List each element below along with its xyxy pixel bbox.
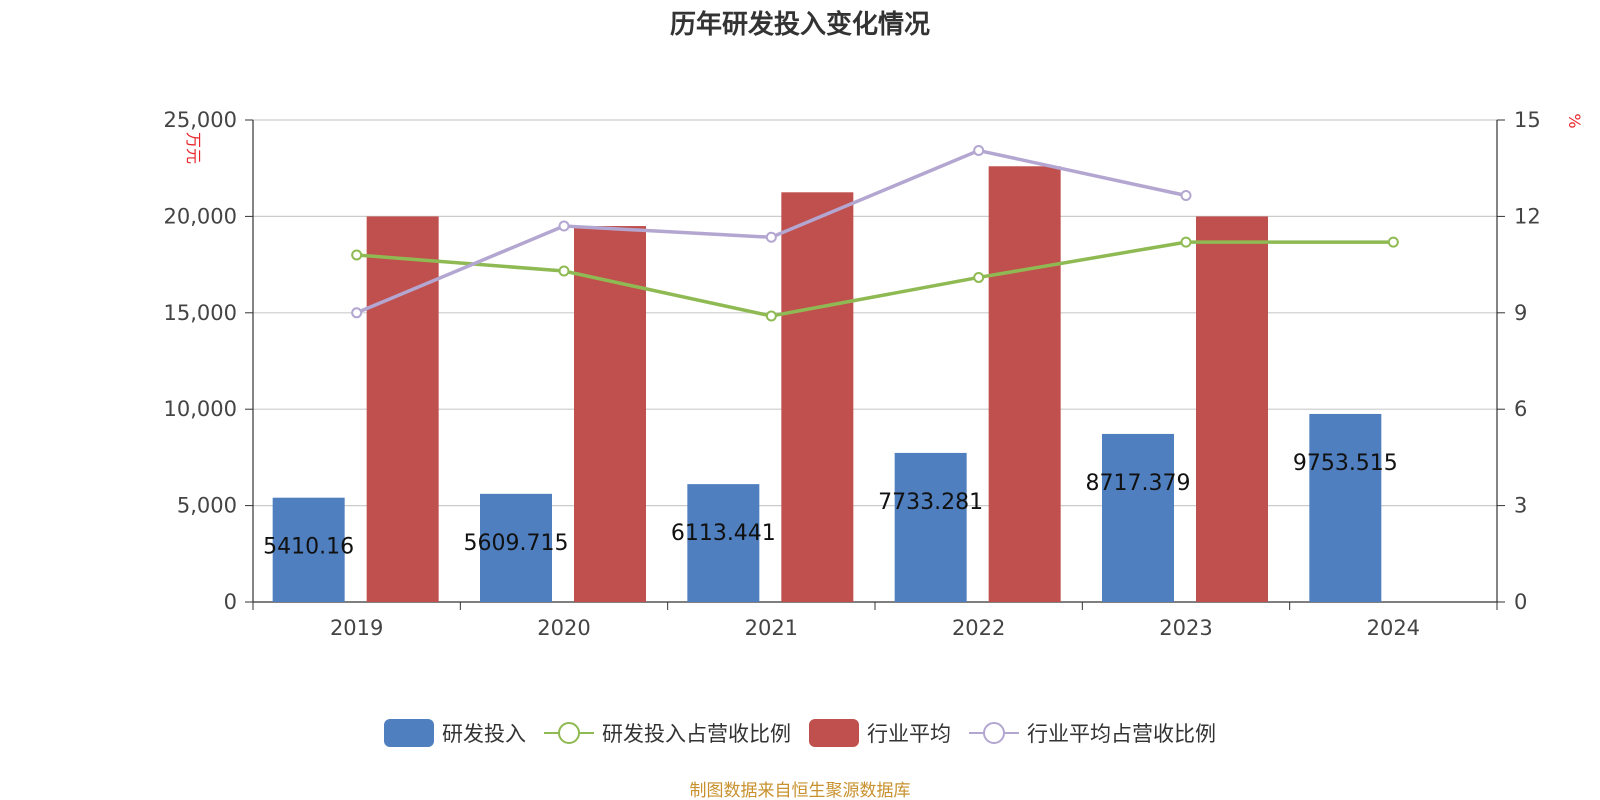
bar-rd-investment <box>1102 433 1174 602</box>
right-tick-label: 3 <box>1514 494 1527 518</box>
x-tick-label: 2024 <box>1367 616 1420 640</box>
legend-item-rd-investment[interactable]: 研发投入 <box>384 718 526 748</box>
legend-item-industry-average[interactable]: 行业平均 <box>809 718 951 748</box>
bar-data-label: 8717.379 <box>1086 471 1191 496</box>
legend-label: 研发投入占营收比例 <box>602 722 791 746</box>
point-rd-ratio <box>765 310 777 322</box>
bar-data-label: 5410.16 <box>263 535 354 560</box>
bar-data-label: 6113.441 <box>671 521 776 546</box>
x-tick-label: 2023 <box>1159 616 1212 640</box>
bar-data-label: 5609.715 <box>464 531 569 556</box>
right-tick-label: 9 <box>1514 301 1527 325</box>
point-industry-ratio <box>1180 190 1192 202</box>
right-tick-label: 6 <box>1514 397 1527 421</box>
grid-lines <box>253 119 1497 507</box>
bar-industry-average <box>1196 216 1268 602</box>
legend-line-swatch <box>969 722 1019 744</box>
axes: 0 0 5,000 3 10,000 6 15,000 9 20,000 12 25,000 15 万元… <box>164 108 1584 640</box>
bar-rd-investment <box>1309 413 1382 602</box>
point-rd-ratio <box>973 271 985 283</box>
left-axis-unit: 万元 <box>184 132 203 164</box>
bar-rd-investment <box>894 452 967 602</box>
bar-rd-investment <box>480 493 552 602</box>
bar-industry-average <box>574 226 646 603</box>
left-tick-label: 15,000 <box>164 301 237 325</box>
left-tick-label: 5,000 <box>177 494 237 518</box>
legend-item-rd-ratio[interactable]: 研发投入占营收比例 <box>544 718 791 748</box>
bars <box>272 166 1382 603</box>
bar-industry-average <box>988 166 1061 602</box>
left-tick-label: 10,000 <box>164 397 237 421</box>
right-axis-unit: % <box>1565 113 1584 128</box>
legend-line-swatch <box>544 722 594 744</box>
legend-label: 行业平均占营收比例 <box>1027 722 1216 746</box>
lines <box>351 145 1399 322</box>
legend: 研发投入 研发投入占营收比例 行业平均 行业平均占营收比例 <box>0 718 1600 748</box>
left-tick-label: 0 <box>224 590 237 614</box>
line-rd-ratio <box>356 240 1394 318</box>
bar-industry-average <box>366 216 439 602</box>
bar-data-label: 9753.515 <box>1293 451 1398 476</box>
legend-label: 研发投入 <box>442 722 526 746</box>
legend-label: 行业平均 <box>867 722 951 746</box>
bar-rd-investment <box>687 484 760 602</box>
x-tick-label: 2020 <box>537 616 590 640</box>
point-industry-ratio <box>973 145 985 157</box>
point-rd-ratio <box>1180 236 1192 248</box>
point-industry-ratio <box>351 307 363 319</box>
left-tick-label: 20,000 <box>164 204 237 228</box>
source-note: 制图数据来自恒生聚源数据库 <box>689 781 911 800</box>
point-industry-ratio <box>765 231 777 243</box>
legend-bar-swatch <box>384 719 434 747</box>
right-tick-label: 12 <box>1514 204 1541 228</box>
x-tick-label: 2022 <box>952 616 1005 640</box>
point-rd-ratio <box>558 265 570 277</box>
chart-title: 历年研发投入变化情况 <box>669 10 930 40</box>
point-rd-ratio <box>1387 236 1399 248</box>
x-tick-label: 2021 <box>745 616 798 640</box>
data-labels: 5410.16 5609.715 6113.441 7733.281 8717.379 9… <box>263 451 1398 560</box>
bar-data-label: 7733.281 <box>878 490 983 515</box>
x-tick-label: 2019 <box>330 616 383 640</box>
right-tick-label: 15 <box>1514 108 1541 132</box>
right-tick-label: 0 <box>1514 590 1527 614</box>
bar-industry-average <box>781 192 854 603</box>
point-rd-ratio <box>351 249 363 261</box>
point-industry-ratio <box>558 220 570 232</box>
legend-bar-swatch <box>809 719 859 747</box>
bar-rd-investment <box>272 497 345 602</box>
legend-item-industry-ratio[interactable]: 行业平均占营收比例 <box>969 718 1216 748</box>
left-tick-label: 25,000 <box>164 108 237 132</box>
line-industry-ratio <box>355 148 1187 315</box>
